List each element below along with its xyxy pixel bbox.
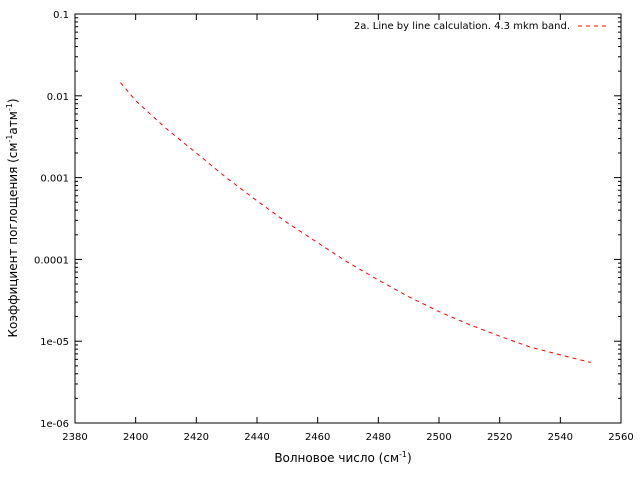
x-tick-label: 2540: [548, 432, 573, 443]
series-line: [120, 82, 591, 363]
x-tick-label: 2560: [608, 432, 633, 443]
x-tick-label: 2480: [366, 432, 391, 443]
y-tick-label: 1e-05: [40, 337, 69, 348]
series-layer: [120, 82, 591, 363]
x-tick-label: 2460: [305, 432, 330, 443]
y-axis-title: Коэффициент поглощения (см-1атм-1): [5, 98, 20, 337]
plot-frame: [74, 13, 622, 424]
x-tick-label: 2520: [487, 432, 512, 443]
x-axis-title: Волновое число (см-1): [274, 450, 411, 465]
legend: 2a. Line by line calculation. 4.3 mkm ba…: [354, 21, 610, 32]
y-tick-label: 0.1: [53, 10, 69, 21]
x-tick-label: 2400: [123, 432, 148, 443]
y-tick-label: 0.0001: [34, 255, 69, 266]
x-tick-label: 2500: [426, 432, 451, 443]
x-tick-label: 2420: [184, 432, 209, 443]
y-tick-label: 0.001: [40, 174, 69, 185]
legend-entry-label: 2a. Line by line calculation. 4.3 mkm ba…: [354, 21, 570, 32]
ticks: 2380 2400 2420 2440 2460 2480 2500 2520 2540 2560…: [34, 10, 634, 443]
x-tick-label: 2380: [62, 432, 87, 443]
x-tick-label: 2440: [244, 432, 269, 443]
y-tick-label: 1e-06: [40, 419, 69, 430]
y-tick-label: 0.01: [47, 92, 69, 103]
